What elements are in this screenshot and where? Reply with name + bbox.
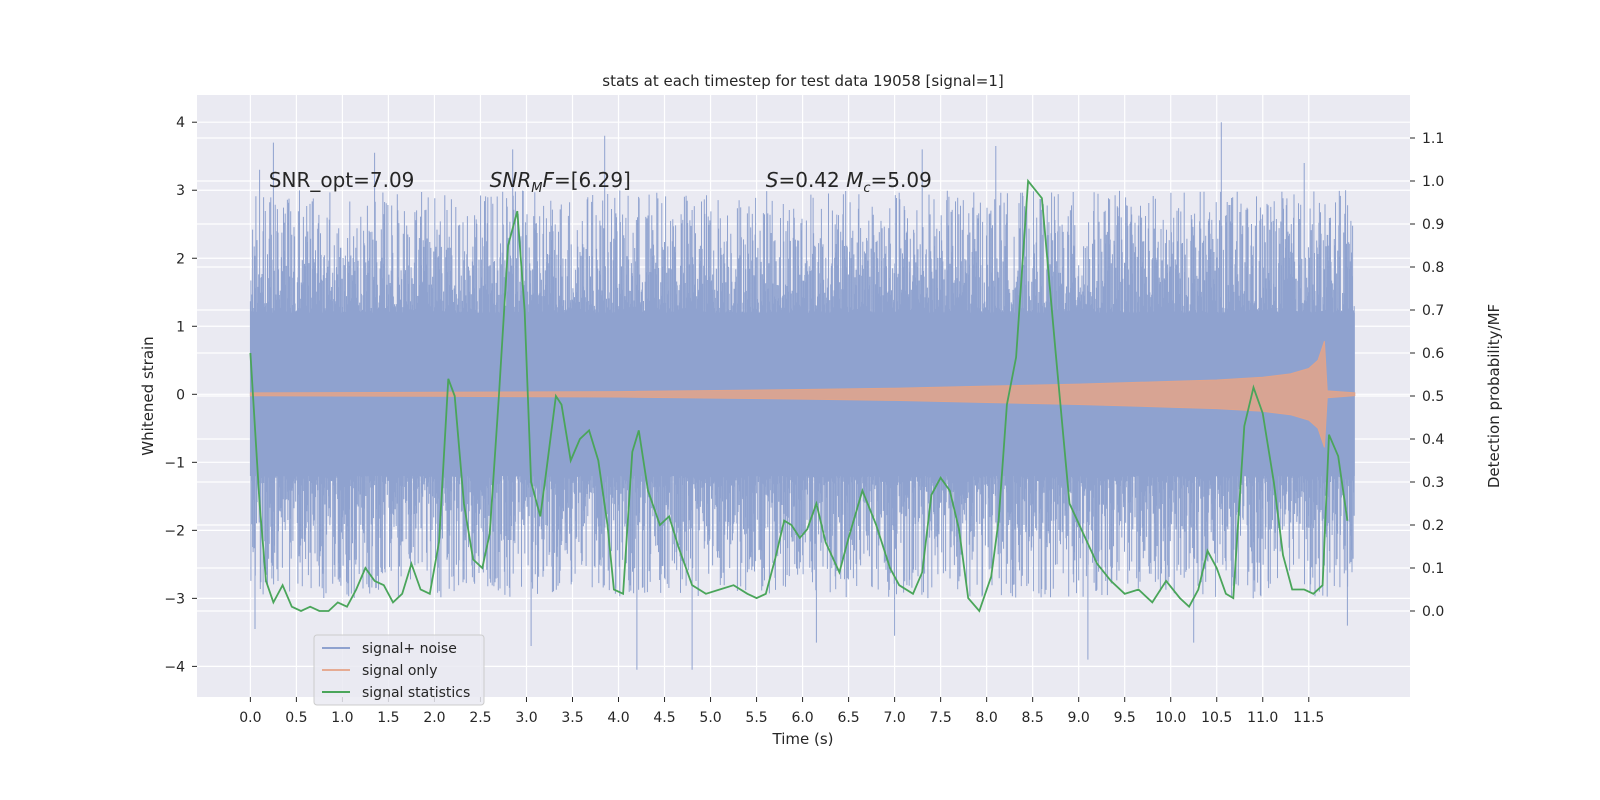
x-tick-label: 2.5	[469, 710, 491, 726]
left-y-tick-label: −1	[164, 455, 185, 471]
x-tick-label: 4.0	[607, 710, 629, 726]
signal-envelope	[249, 341, 1356, 448]
right-y-tick-label: 0.5	[1422, 389, 1444, 405]
signal-only-series	[249, 341, 1356, 448]
x-tick-label: 2.0	[423, 710, 445, 726]
right-y-tick-label: 0.0	[1422, 604, 1444, 620]
x-tick-label: 0.5	[285, 710, 307, 726]
annotation-1: SNRMF=[6.29]	[490, 168, 631, 196]
right-y-tick-label: 1.1	[1422, 131, 1444, 147]
right-y-tick-label: 1.0	[1422, 174, 1444, 190]
left-y-tick-label: −4	[164, 659, 185, 675]
x-tick-label: 3.5	[561, 710, 583, 726]
right-y-tick-label: 0.7	[1422, 303, 1444, 319]
x-tick-label: 11.5	[1293, 710, 1324, 726]
left-y-tick-label: 2	[176, 251, 185, 267]
left-y-axis-ticks: −4 −3 −2 −1 0 1 2 3 4	[164, 115, 197, 675]
x-tick-label: 7.0	[883, 710, 905, 726]
legend-box	[313, 634, 485, 706]
left-y-tick-label: −3	[164, 591, 185, 607]
left-y-tick-label: 4	[176, 115, 185, 131]
right-y-tick-label: 0.1	[1422, 561, 1444, 577]
left-y-tick-label: 3	[176, 183, 185, 199]
legend: signal+ noise signal only signal statistic…	[313, 634, 485, 706]
x-tick-label: 5.0	[699, 710, 721, 726]
left-y-axis-label: Whitened strain	[139, 336, 157, 455]
x-tick-label: 10.5	[1201, 710, 1232, 726]
right-y-tick-label: 0.6	[1422, 346, 1444, 362]
chart-title: stats at each timestep for test data 190…	[602, 72, 1003, 90]
x-axis-label: Time (s)	[772, 730, 834, 748]
legend-label: signal statistics	[362, 685, 470, 701]
x-tick-label: 10.0	[1155, 710, 1186, 726]
right-y-tick-label: 0.3	[1422, 475, 1444, 491]
x-tick-label: 6.0	[791, 710, 813, 726]
x-tick-label: 8.0	[976, 710, 998, 726]
right-y-axis-ticks: 0.0 0.1 0.2 0.3 0.4 0.5 0.6 0.7 0.8 0.9 1.0 1.1	[1410, 131, 1444, 620]
x-axis-ticks: 0.0 0.5 1.0 1.5 2.0 2.5 3.0 3.5 4.0 4.5 5.0 5.5 6.0 6…	[239, 697, 1324, 726]
legend-label: signal+ noise	[362, 641, 457, 657]
x-tick-label: 1.5	[377, 710, 399, 726]
left-y-tick-label: 1	[176, 319, 185, 335]
right-y-tick-label: 0.8	[1422, 260, 1444, 276]
right-y-tick-label: 0.4	[1422, 432, 1444, 448]
x-tick-label: 11.0	[1247, 710, 1278, 726]
statistics-line	[249, 178, 1349, 613]
right-y-tick-label: 0.2	[1422, 518, 1444, 534]
x-tick-label: 9.5	[1114, 710, 1136, 726]
x-tick-label: 6.5	[837, 710, 859, 726]
x-tick-label: 5.5	[745, 710, 767, 726]
signal-statistics-series	[249, 178, 1349, 613]
x-tick-label: 7.5	[929, 710, 951, 726]
x-tick-label: 1.0	[331, 710, 353, 726]
right-y-axis-label: Detection probability/MF	[1485, 304, 1503, 488]
annotation-0: SNR_opt=7.09	[269, 168, 415, 192]
left-y-tick-label: 0	[176, 387, 185, 403]
x-tick-label: 0.0	[239, 710, 261, 726]
annotation-2: S=0.42 Mc=5.09	[766, 168, 932, 196]
x-tick-label: 3.0	[515, 710, 537, 726]
x-tick-label: 4.5	[653, 710, 675, 726]
x-tick-label: 8.5	[1022, 710, 1044, 726]
left-y-tick-label: −2	[164, 523, 185, 539]
legend-label: signal only	[362, 663, 437, 679]
x-tick-label: 9.0	[1068, 710, 1090, 726]
right-y-tick-label: 0.9	[1422, 217, 1444, 233]
annotations: SNR_opt=7.09 SNRMF=[6.29] S=0.42 Mc=5.09	[269, 168, 932, 196]
